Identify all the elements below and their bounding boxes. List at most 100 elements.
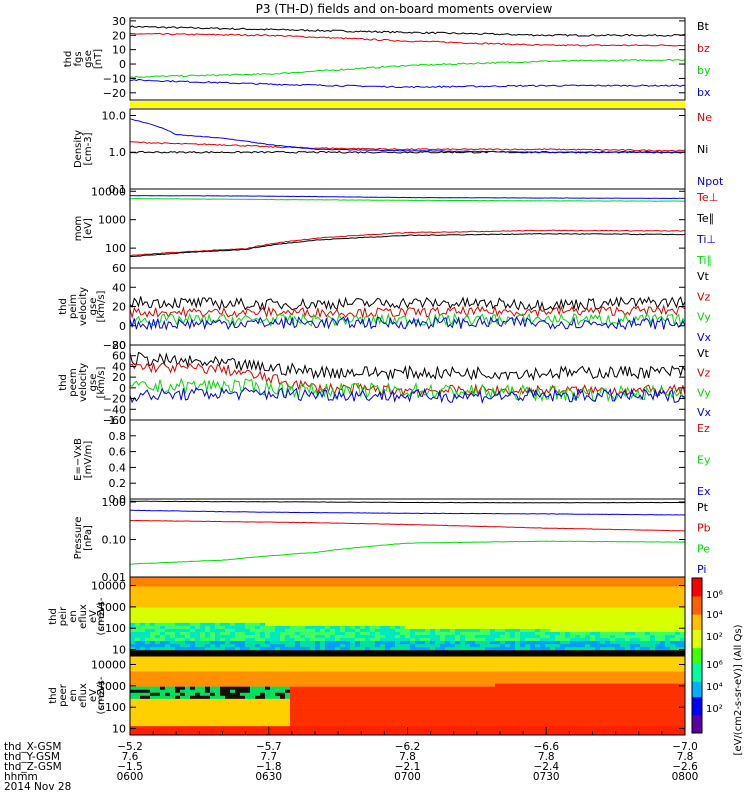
spectrogram-cell — [620, 613, 626, 617]
spectrogram-cell — [180, 710, 186, 715]
spectrogram-cell — [360, 671, 366, 675]
spectrogram-cell — [130, 731, 136, 736]
spectrogram-cell — [485, 656, 491, 660]
spectrogram-cell — [190, 613, 196, 617]
spectrogram-cell — [310, 671, 316, 675]
spectrogram-cell — [470, 592, 476, 596]
spectrogram-cell — [365, 698, 371, 702]
spectrogram-cell — [290, 704, 296, 708]
spectrogram-cell — [380, 592, 386, 596]
spectrogram-cell — [475, 610, 481, 614]
spectrogram-cell — [495, 637, 501, 642]
spectrogram-cell — [165, 652, 171, 657]
spectrogram-cell — [425, 665, 431, 669]
spectrogram-cell — [335, 616, 341, 620]
spectrogram-cell — [160, 586, 166, 590]
spectrogram-cell — [505, 649, 511, 654]
spectrogram-cell — [340, 701, 346, 705]
spectrogram-cell — [395, 604, 401, 608]
spectrogram-cell — [185, 707, 191, 711]
spectrogram-cell — [145, 637, 151, 642]
spectrogram-cell — [270, 604, 276, 608]
spectrogram-cell — [270, 583, 276, 587]
spectrogram-cell — [375, 619, 381, 623]
spectrogram-cell — [330, 701, 336, 705]
spectrogram-cell — [275, 704, 281, 708]
spectrogram-cell — [425, 683, 431, 687]
spectrogram-cell — [605, 640, 611, 645]
spectrogram-cell — [595, 631, 601, 636]
spectrogram-cell — [195, 589, 201, 593]
spectrogram-cell — [290, 728, 296, 733]
spectrogram-cell — [150, 659, 156, 663]
spectrogram-cell — [555, 589, 561, 593]
spectrogram-cell — [270, 580, 276, 584]
spectrogram-cell — [250, 722, 256, 727]
spectrogram-cell — [450, 598, 456, 602]
spectrogram-cell — [380, 619, 386, 623]
spectrogram-cell — [175, 716, 181, 721]
spectrogram-cell — [370, 680, 376, 684]
spectrogram-cell — [370, 604, 376, 608]
spectrogram-cell — [270, 665, 276, 669]
spectrogram-cell — [490, 692, 496, 696]
spectrogram-cell — [235, 610, 241, 614]
spectrogram-cell — [220, 707, 226, 711]
spectrogram-cell — [220, 704, 226, 708]
spectrogram-cell — [185, 637, 191, 642]
spectrogram-cell — [225, 704, 231, 708]
spectrogram-cell — [425, 656, 431, 660]
spectrogram-cell — [265, 692, 271, 696]
spectrogram-cell — [240, 671, 246, 675]
spectrogram-cell — [220, 592, 226, 596]
spectrogram-cell — [160, 604, 166, 608]
spectrogram-cell — [320, 668, 326, 672]
spectrogram-cell — [345, 656, 351, 660]
spectrogram-cell — [455, 692, 461, 696]
spectrogram-cell — [540, 595, 546, 599]
spectrogram-cell — [535, 586, 541, 590]
spectrogram-cell — [195, 731, 201, 736]
spectrogram-cell — [425, 668, 431, 672]
spectrogram-cell — [665, 607, 671, 611]
spectrogram-cell — [220, 628, 226, 632]
spectrogram-cell — [385, 722, 391, 727]
spectrogram-cell — [505, 601, 511, 605]
spectrogram-cell — [135, 640, 141, 645]
spectrogram-cell — [490, 640, 496, 645]
spectrogram-cell — [320, 701, 326, 705]
spectrogram-cell — [290, 668, 296, 672]
spectrogram-cell — [420, 695, 426, 699]
spectrogram-cell — [210, 665, 216, 669]
spectrogram-cell — [235, 710, 241, 715]
spectrogram-cell — [170, 725, 176, 730]
spectrogram-cell — [330, 616, 336, 620]
spectrogram-cell — [190, 731, 196, 736]
spectrogram-cell — [445, 671, 451, 675]
spectrogram-cell — [570, 583, 576, 587]
spectrogram-cell — [345, 668, 351, 672]
spectrogram-cell — [510, 589, 516, 593]
spectrogram-cell — [390, 710, 396, 715]
spectrogram-cell — [675, 625, 681, 629]
spectrogram-cell — [660, 643, 666, 648]
legend-peim-2: Vy — [697, 311, 711, 324]
spectrogram-cell — [140, 671, 146, 675]
spectrogram-cell — [350, 710, 356, 715]
spectrogram-cell — [505, 619, 511, 623]
spectrogram-cell — [130, 649, 136, 654]
spectrogram-cell — [295, 637, 301, 642]
spectrogram-cell — [330, 707, 336, 711]
spectrogram-cell — [490, 595, 496, 599]
spectrogram-cell — [635, 607, 641, 611]
spectrogram-cell — [280, 616, 286, 620]
spectrogram-cell — [480, 671, 486, 675]
spectrogram-cell — [380, 692, 386, 696]
spectrogram-cell — [310, 686, 316, 690]
spectrogram-cell — [460, 586, 466, 590]
spectrogram-cell — [395, 731, 401, 736]
spectrogram-cell — [630, 592, 636, 596]
spectrogram-cell — [470, 728, 476, 733]
spectrogram-cell — [525, 586, 531, 590]
spectrogram-cell — [275, 713, 281, 718]
